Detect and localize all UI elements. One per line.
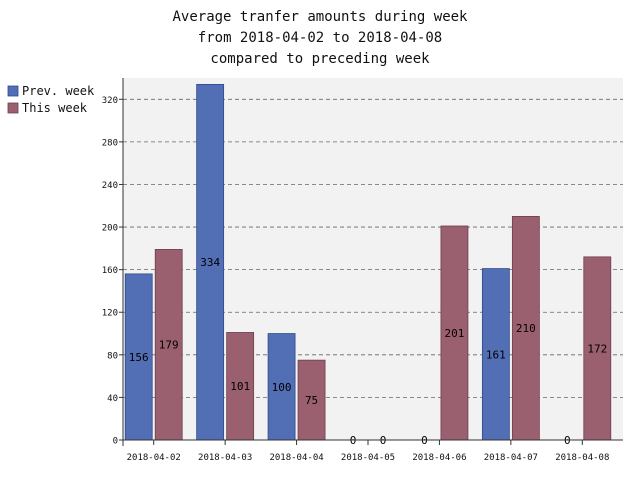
bar-this-week-2018-04-04: [297, 359, 326, 441]
y-tick-label: 200: [102, 224, 118, 234]
x-tick-label: 2018-04-02: [127, 453, 181, 463]
value-label: 179: [159, 339, 179, 352]
bar-prev-week-2018-04-02: [124, 273, 153, 441]
x-tick-label: 2018-04-03: [198, 453, 252, 463]
y-tick-label: 280: [102, 138, 118, 148]
value-label: 161: [486, 348, 506, 361]
bar-this-week-2018-04-06: [440, 225, 469, 441]
x-tick-label: 2018-04-04: [269, 453, 323, 463]
y-tick-label: 120: [102, 309, 118, 319]
chart-title-line-1: Average tranfer amounts during week: [172, 9, 468, 25]
bar-prev-week-2018-04-04: [267, 333, 296, 441]
legend: Prev. week This week: [7, 84, 95, 115]
x-tick-label: 2018-04-05: [341, 453, 395, 463]
y-tick-labels: 0 40 80 120 160 200 240 280 320: [102, 96, 123, 447]
value-label: 172: [587, 342, 607, 355]
bar-this-week-2018-04-02: [154, 249, 183, 441]
value-label: 210: [516, 322, 536, 335]
y-tick-label: 320: [102, 96, 118, 106]
value-label: 75: [305, 394, 318, 407]
chart-title: Average tranfer amounts during week from…: [172, 9, 468, 67]
legend-swatch-this-week: [7, 102, 19, 114]
y-tick-label: 80: [107, 351, 118, 361]
x-tick-label: 2018-04-07: [484, 453, 538, 463]
value-label: 334: [200, 256, 220, 269]
legend-swatch-prev-week: [7, 85, 19, 97]
value-label: 156: [129, 351, 149, 364]
bar-this-week-2018-04-07: [511, 216, 540, 441]
value-label: 101: [230, 380, 250, 393]
value-label: 100: [272, 381, 292, 394]
x-tick-label: 2018-04-06: [412, 453, 466, 463]
bar-prev-week-2018-04-07: [481, 268, 510, 441]
x-tick-label: 2018-04-08: [555, 453, 609, 463]
y-tick-label: 40: [107, 394, 118, 404]
legend-label-prev-week: Prev. week: [22, 84, 95, 98]
legend-label-this-week: This week: [22, 101, 88, 115]
value-label: 201: [444, 327, 464, 340]
bar-this-week-2018-04-08: [583, 256, 612, 441]
x-tick-labels: 2018-04-02 2018-04-03 2018-04-04 2018-04-05…: [127, 440, 609, 463]
y-tick-label: 240: [102, 181, 118, 191]
chart-title-line-2: from 2018-04-02 to 2018-04-08: [198, 30, 442, 46]
y-tick-label: 160: [102, 266, 118, 276]
bar-prev-week-2018-04-03: [196, 83, 225, 441]
chart-title-line-3: compared to preceding week: [210, 51, 430, 67]
axes: [122, 78, 623, 446]
y-tick-label: 0: [113, 437, 118, 447]
